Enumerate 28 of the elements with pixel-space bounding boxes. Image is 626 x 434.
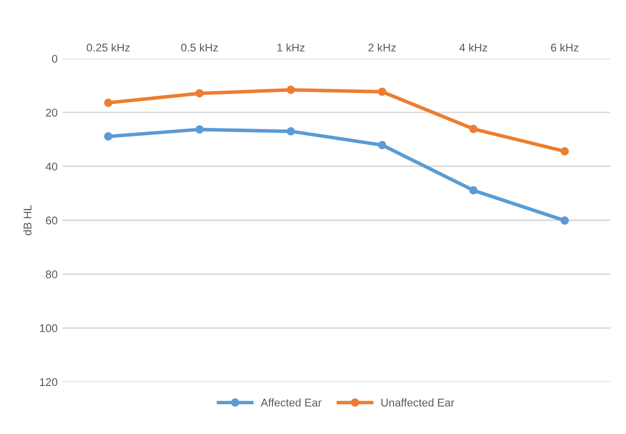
- legend-label: Unaffected Ear: [381, 398, 454, 407]
- x-tick-label: 4 kHz: [459, 43, 488, 52]
- point: [195, 125, 204, 134]
- x-tick-label: 0.25 kHz: [86, 43, 130, 52]
- point: [378, 88, 386, 96]
- point: [104, 132, 112, 141]
- point: [104, 98, 112, 107]
- point: [469, 124, 478, 134]
- y-axis-title: dB HL: [23, 205, 32, 236]
- y-tick-label: 40: [46, 162, 58, 170]
- point: [560, 216, 569, 225]
- point: [378, 140, 386, 150]
- point: [195, 89, 204, 98]
- point: [286, 86, 295, 94]
- x-tick-label: 1 kHz: [277, 43, 304, 52]
- y-tick-label: 60: [46, 216, 58, 224]
- point: [286, 127, 295, 136]
- x-tick-label: 6 kHz: [551, 43, 578, 52]
- y-tick-label: 80: [46, 270, 58, 278]
- y-tick-label: 100: [40, 324, 58, 332]
- y-tick-label: 20: [46, 108, 58, 117]
- legend-label: Affected Ear: [260, 398, 322, 407]
- point: [560, 147, 569, 156]
- x-tick-label: 2 kHz: [368, 43, 396, 52]
- y-tick-label: 120: [40, 378, 58, 386]
- point: [469, 186, 478, 195]
- x-tick-label: 0.5 kHz: [181, 43, 218, 52]
- y-tick-label: 0: [52, 54, 58, 63]
